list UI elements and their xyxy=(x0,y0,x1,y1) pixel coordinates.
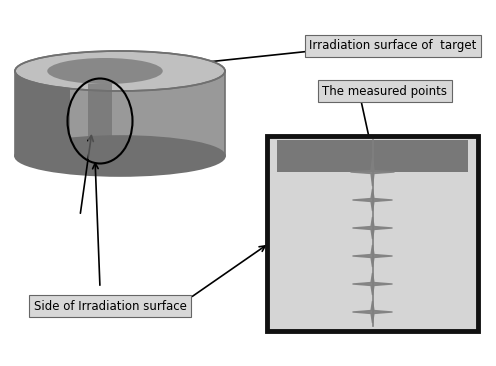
Polygon shape xyxy=(351,158,394,186)
Bar xyxy=(277,140,468,172)
Text: Irradiation surface of  target: Irradiation surface of target xyxy=(310,40,477,52)
Bar xyxy=(267,136,478,331)
Polygon shape xyxy=(353,245,392,267)
Polygon shape xyxy=(353,301,392,323)
Polygon shape xyxy=(353,273,392,295)
Ellipse shape xyxy=(47,58,163,84)
Polygon shape xyxy=(15,71,225,156)
Ellipse shape xyxy=(15,136,225,176)
Polygon shape xyxy=(15,71,70,156)
Text: The measured points: The measured points xyxy=(322,85,447,97)
Polygon shape xyxy=(353,189,392,211)
Polygon shape xyxy=(88,83,112,158)
Text: Side of Irradiation surface: Side of Irradiation surface xyxy=(34,299,186,313)
Ellipse shape xyxy=(15,51,225,91)
Polygon shape xyxy=(353,217,392,239)
